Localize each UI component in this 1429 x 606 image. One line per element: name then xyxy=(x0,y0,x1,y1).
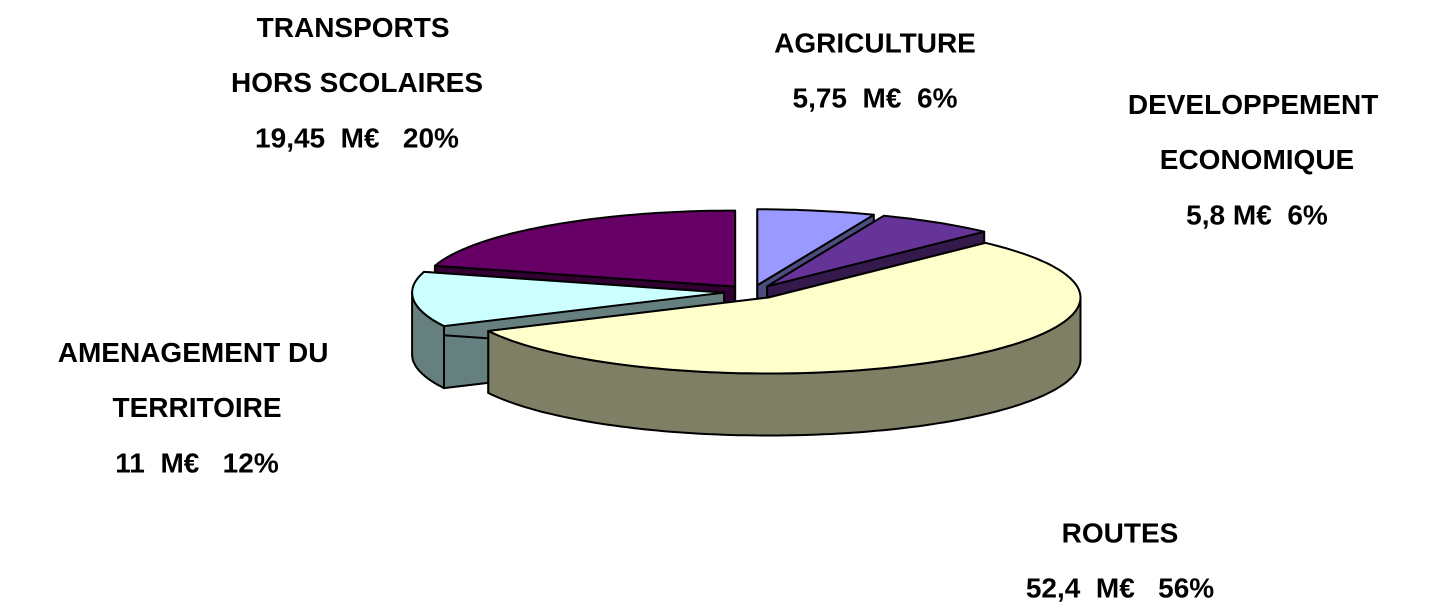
label-line: TERRITOIRE xyxy=(112,392,281,423)
slice xyxy=(487,241,1082,437)
value-label: 5,8 M€ 6% xyxy=(1186,199,1328,230)
category-label: AGRICULTURE xyxy=(774,27,976,58)
slice-top xyxy=(756,208,875,287)
slice-top xyxy=(411,270,726,328)
label-line: ECONOMIQUE xyxy=(1160,144,1354,175)
category-label: ROUTES xyxy=(1062,517,1179,548)
slice-top xyxy=(433,209,737,288)
value-label: 19,45 M€ 20% xyxy=(255,122,459,153)
value-label: 11 M€ 12% xyxy=(115,447,279,478)
category-label: TRANSPORTS HORS SCOLAIRES xyxy=(231,12,483,98)
label-line: AMENAGEMENT DU xyxy=(58,337,336,368)
slice-top xyxy=(487,241,1082,375)
category-label: DEVELOPPEMENT ECONOMIQUE xyxy=(1128,89,1386,175)
category-label: AMENAGEMENT DU TERRITOIRE xyxy=(58,337,336,423)
label-line: TRANSPORTS xyxy=(257,12,458,43)
label-line: HORS SCOLAIRES xyxy=(231,67,483,98)
label-line: DEVELOPPEMENT xyxy=(1128,89,1386,120)
value-label: 5,75 M€ 6% xyxy=(793,82,958,113)
slice-top xyxy=(766,214,986,288)
value-label: 52,4 M€ 56% xyxy=(1026,572,1214,603)
